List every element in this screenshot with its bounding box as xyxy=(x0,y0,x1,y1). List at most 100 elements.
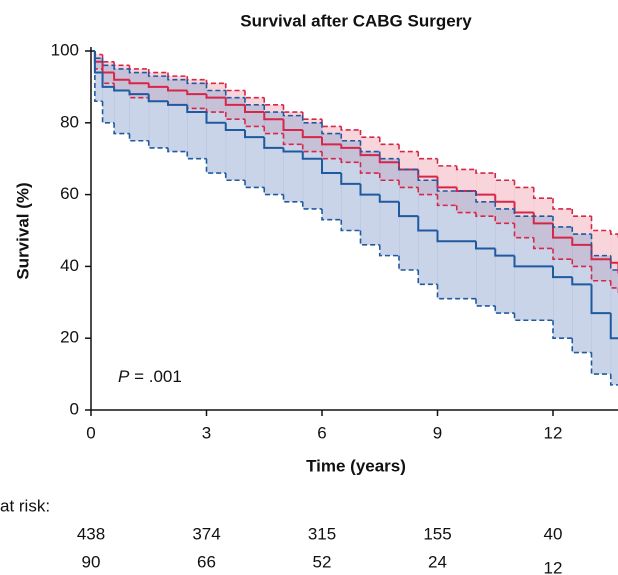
ci-upper-line xyxy=(301,112,322,121)
survival-line xyxy=(167,101,188,106)
risk-count: 24 xyxy=(428,552,447,571)
ci-upper-line xyxy=(128,68,149,74)
ci-upper-line xyxy=(205,83,226,92)
x-tick-label: 9 xyxy=(433,423,442,442)
risk-count: 52 xyxy=(313,552,332,571)
survival-line xyxy=(186,104,207,114)
ci-band xyxy=(399,169,419,270)
ci-lower-line xyxy=(359,230,380,246)
ci-lower-line xyxy=(455,205,476,214)
ci-band xyxy=(94,58,104,102)
ci-upper-line xyxy=(167,72,188,77)
ci-upper-line xyxy=(340,133,361,142)
ci-lower-line xyxy=(398,255,419,271)
risk-count: 12 xyxy=(544,558,563,575)
survival-line xyxy=(378,155,399,164)
survival-line xyxy=(359,183,380,196)
ci-upper-line xyxy=(128,65,149,70)
ci-upper-line xyxy=(301,115,322,124)
y-tick-label: 0 xyxy=(70,399,79,418)
survival-line xyxy=(398,201,419,218)
survival-line xyxy=(552,266,573,279)
ci-lower-line xyxy=(340,219,361,232)
ci-lower-line xyxy=(205,158,226,174)
ci-band xyxy=(114,68,130,134)
ci-lower-line xyxy=(244,119,265,128)
survival-line xyxy=(128,79,149,85)
ci-band xyxy=(610,234,618,288)
survival-line xyxy=(147,94,168,103)
ci-lower-line xyxy=(378,244,399,257)
ci-band xyxy=(572,234,592,353)
ci-lower-line xyxy=(224,112,245,121)
ci-band xyxy=(322,133,342,220)
survival-line xyxy=(436,230,476,243)
ci-lower-line xyxy=(282,194,303,203)
y-tick-label: 20 xyxy=(60,328,79,347)
axes: 0 20 40 60 80 100 0 3 6 9 12 xyxy=(51,40,618,442)
y-tick-label: 100 xyxy=(51,40,79,59)
survival-line xyxy=(340,173,361,185)
annotation-text: = .001 xyxy=(129,367,181,386)
ci-upper-line xyxy=(359,140,380,153)
survival-line xyxy=(128,90,149,96)
ci-upper-line xyxy=(590,216,611,232)
survival-line xyxy=(301,151,322,160)
x-tick-label: 6 xyxy=(317,423,326,442)
survival-line xyxy=(147,83,168,88)
ci-upper-line xyxy=(398,158,419,171)
ci-upper-line xyxy=(571,226,592,235)
survival-line xyxy=(609,313,618,340)
ci-upper-line xyxy=(359,129,380,138)
ci-upper-line xyxy=(321,122,342,135)
ci-band xyxy=(102,65,115,123)
survival-line xyxy=(513,255,553,268)
ci-band xyxy=(514,216,554,321)
survival-line xyxy=(378,194,399,203)
chart-title: Survival after CABG Surgery xyxy=(240,11,472,30)
risk-count: 66 xyxy=(197,552,216,571)
ci-upper-line xyxy=(282,104,303,113)
ci-band xyxy=(418,180,438,285)
ci-upper-line xyxy=(224,90,245,99)
ci-band xyxy=(553,226,573,339)
ci-lower-line xyxy=(417,187,438,196)
ci-lower-line xyxy=(475,212,496,217)
y-axis-label: Survival (%) xyxy=(13,182,32,279)
ci-upper-line xyxy=(282,112,303,117)
survival-line xyxy=(186,90,207,96)
ci-lower-line xyxy=(147,140,168,149)
ci-upper-line xyxy=(147,68,168,74)
ci-upper-line xyxy=(398,144,419,153)
ci-lower-line xyxy=(167,147,188,153)
ci-lower-line xyxy=(532,237,553,250)
ci-upper-line xyxy=(186,76,207,81)
ci-band xyxy=(129,72,150,141)
survival-line xyxy=(224,122,245,131)
ci-upper-line xyxy=(113,61,130,67)
ci-lower-line xyxy=(513,313,553,322)
ci-upper-line xyxy=(244,90,265,99)
survival-line xyxy=(263,137,284,149)
ci-band xyxy=(264,112,284,195)
ci-lower-line xyxy=(552,248,573,261)
y-tick-label: 60 xyxy=(60,184,79,203)
survival-line xyxy=(205,112,226,124)
ci-upper-line xyxy=(340,126,361,131)
ci-upper-line xyxy=(417,151,438,160)
survival-line xyxy=(301,129,322,139)
survival-line xyxy=(590,244,611,261)
ci-band xyxy=(245,104,265,188)
ci-lower-line xyxy=(417,269,438,286)
ci-upper-line xyxy=(378,151,399,160)
ci-upper-line xyxy=(475,169,496,174)
ci-lower-line xyxy=(609,280,618,289)
ci-upper-line xyxy=(494,173,515,182)
survival-line xyxy=(167,86,188,92)
survival-line xyxy=(590,284,611,315)
survival-line xyxy=(282,119,303,131)
ci-band xyxy=(225,97,246,181)
ci-lower-line xyxy=(321,151,342,160)
survival-line xyxy=(244,129,265,139)
